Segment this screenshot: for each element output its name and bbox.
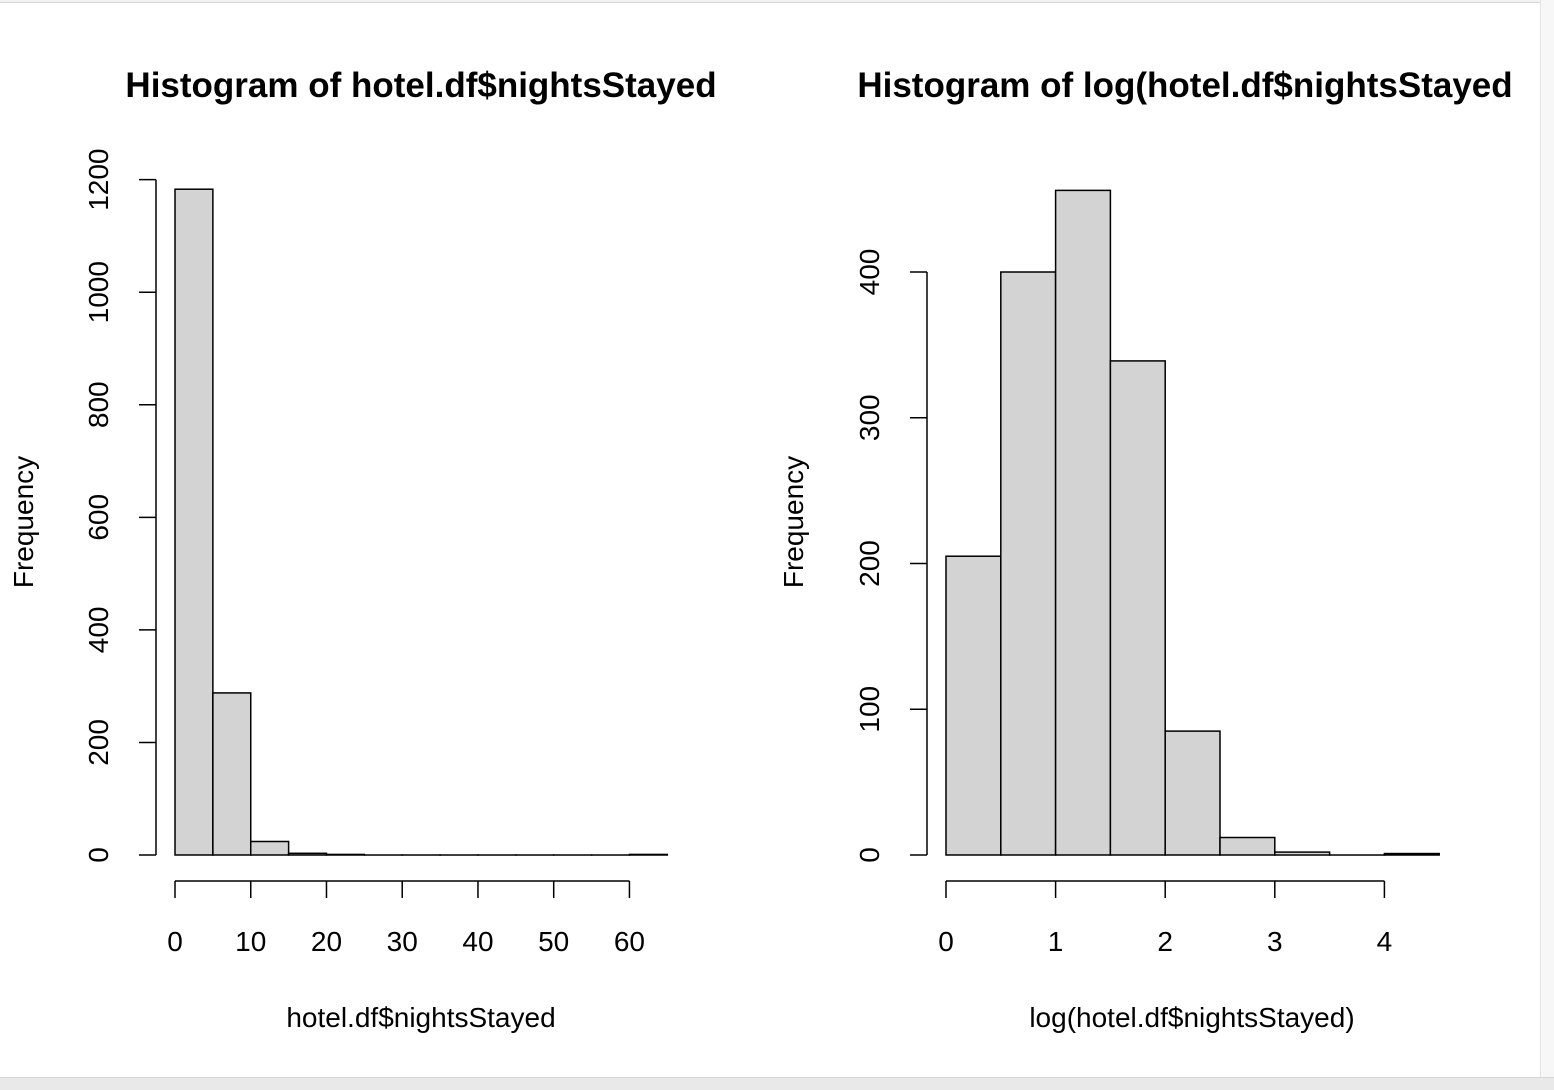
x-tick-label: 10 [235, 926, 266, 957]
histogram-nights-stayed: Histogram of hotel.df$nightsStayed hotel… [8, 66, 717, 1033]
y-tick-label: 800 [83, 381, 114, 428]
x-tick-label: 50 [538, 926, 569, 957]
y-tick-label: 600 [83, 494, 114, 541]
plot-viewer-window: Histogram of hotel.df$nightsStayed hotel… [0, 2, 1541, 1077]
x-tick-label: 20 [311, 926, 342, 957]
x-tick-label: 40 [462, 926, 493, 957]
x-tick-label: 3 [1267, 926, 1283, 957]
y-tick-label: 0 [854, 847, 885, 863]
histogram-bar [325, 853, 366, 856]
y-tick-label: 1000 [83, 261, 114, 323]
histogram-bar [1054, 189, 1112, 856]
histogram-figure: Histogram of hotel.df$nightsStayed hotel… [8, 66, 1513, 1033]
chart-title: Histogram of hotel.df$nightsStayed [125, 66, 716, 105]
x-tick-label: 0 [167, 926, 183, 957]
x-tick-label: 30 [387, 926, 418, 957]
histogram-bar [1383, 852, 1440, 856]
y-tick-label: 200 [83, 719, 114, 766]
y-axis-label: Frequency [778, 456, 809, 588]
scrollbar-track[interactable] [1540, 0, 1554, 1090]
x-tick-label: 2 [1157, 926, 1173, 957]
histogram-log-nights-stayed: Histogram of log(hotel.df$nightsStayed l… [778, 66, 1513, 1033]
y-tick-label: 400 [854, 249, 885, 296]
histogram-bar [1164, 730, 1221, 856]
histogram-bar [628, 853, 669, 856]
histogram-bar [1274, 851, 1331, 856]
y-tick-label: 300 [854, 394, 885, 441]
y-tick-label: 400 [83, 607, 114, 654]
histogram-bar [212, 692, 252, 856]
x-axis-label: log(hotel.df$nightsStayed) [1029, 1002, 1354, 1033]
chart-title: Histogram of log(hotel.df$nightsStayed [857, 66, 1512, 105]
histogram-bar [1000, 271, 1057, 856]
x-tick-label: 0 [938, 926, 954, 957]
histogram-bar [1219, 836, 1276, 856]
y-tick-label: 0 [83, 847, 114, 863]
histogram-bar [1109, 360, 1166, 856]
x-axis-label: hotel.df$nightsStayed [286, 1002, 555, 1033]
x-tick-label: 1 [1048, 926, 1064, 957]
y-tick-label: 1200 [83, 148, 114, 210]
x-tick-label: 60 [614, 926, 645, 957]
y-axis-label: Frequency [8, 456, 39, 588]
window-bottom-edge [0, 1077, 1554, 1090]
histogram-bar [174, 188, 214, 856]
y-tick-label: 100 [854, 686, 885, 733]
histogram-bar [287, 852, 328, 856]
x-tick-label: 4 [1377, 926, 1393, 957]
histogram-bar [945, 555, 1002, 856]
y-tick-label: 200 [854, 540, 885, 587]
histogram-bar [249, 840, 290, 856]
